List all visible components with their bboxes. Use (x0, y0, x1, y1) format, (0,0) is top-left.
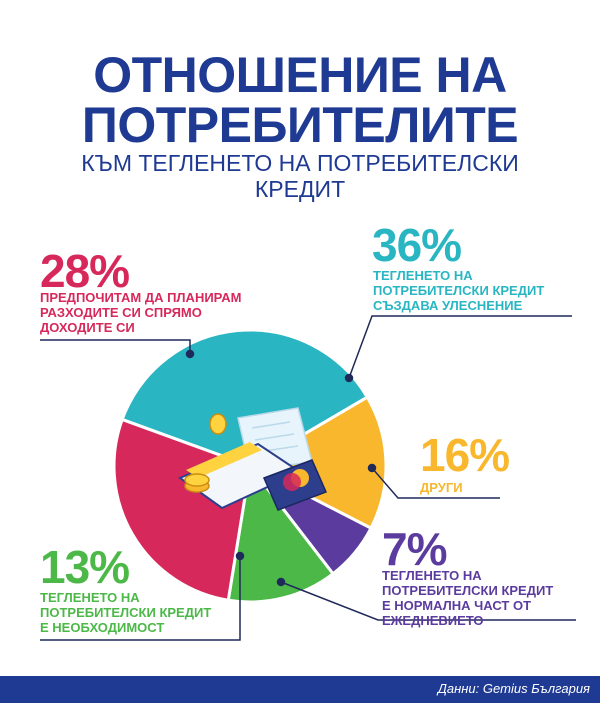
footer-bar: Данни: Gemius България (0, 676, 600, 703)
leader-dot-0 (344, 373, 354, 383)
leader-line-3 (40, 556, 241, 641)
source-credit: Данни: Gemius България (437, 681, 590, 696)
slice-description-2-line-3: ЕЖЕДНЕВИЕТО (382, 613, 484, 628)
leader-dot-4 (185, 349, 195, 359)
page-title-line1: ОТНОШЕНИЕ НА (93, 47, 507, 103)
slice-description-4-line-0: ПРЕДПОЧИТАМ ДА ПЛАНИРАМ (40, 290, 242, 305)
pie-slice-1 (246, 395, 388, 531)
slice-value-label-3: 13% (40, 541, 130, 593)
slice-description-4-line-2: ДОХОДИТЕ СИ (40, 320, 135, 335)
slice-description-3-line-1: ПОТРЕБИТЕЛСКИ КРЕДИТ (40, 605, 212, 620)
leader-dot-3 (235, 551, 245, 561)
leader-line-2 (280, 581, 576, 621)
leader-line-4 (40, 339, 191, 354)
pie-slice-3 (226, 462, 336, 604)
leader-dot-1 (367, 463, 377, 473)
slice-description-0-line-0: ТЕГЛЕНЕТО НА (373, 268, 473, 283)
slice-description-2-line-1: ПОТРЕБИТЕЛСКИ КРЕДИТ (382, 583, 554, 598)
slice-description-3-line-2: Е НЕОБХОДИМОСТ (40, 620, 165, 635)
slice-value-label-2: 7% (382, 523, 447, 575)
page-subtitle-line1: КЪМ ТЕГЛЕНЕТО НА ПОТРЕБИТЕЛСКИ (81, 150, 519, 176)
slice-value-label-0: 36% (372, 219, 462, 271)
slice-description-1-line-0: ДРУГИ (420, 480, 463, 495)
slice-description-4-line-1: РАЗХОДИТЕ СИ СПРЯМО (40, 305, 202, 320)
credit-card-money-illustration (177, 407, 328, 511)
slice-description-0-line-2: СЪЗДАВА УЛЕСНЕНИЕ (373, 298, 523, 313)
slice-value-label-4: 28% (40, 245, 130, 297)
slice-value-label-1: 16% (420, 429, 510, 481)
page-title-line2: ПОТРЕБИТЕЛИТЕ (81, 97, 519, 153)
pie-chart (40, 315, 576, 641)
leader-line-0 (348, 315, 572, 379)
slice-description-0-line-1: ПОТРЕБИТЕЛСКИ КРЕДИТ (373, 283, 545, 298)
slice-description-3-line-0: ТЕГЛЕНЕТО НА (40, 590, 140, 605)
slice-description-2-line-0: ТЕГЛЕНЕТО НА (382, 568, 482, 583)
leader-dot-2 (276, 577, 286, 587)
page-subtitle-line2: КРЕДИТ (254, 176, 346, 202)
leader-line-1 (371, 467, 500, 499)
slice-description-2-line-2: Е НОРМАЛНА ЧАСТ ОТ (382, 598, 532, 613)
